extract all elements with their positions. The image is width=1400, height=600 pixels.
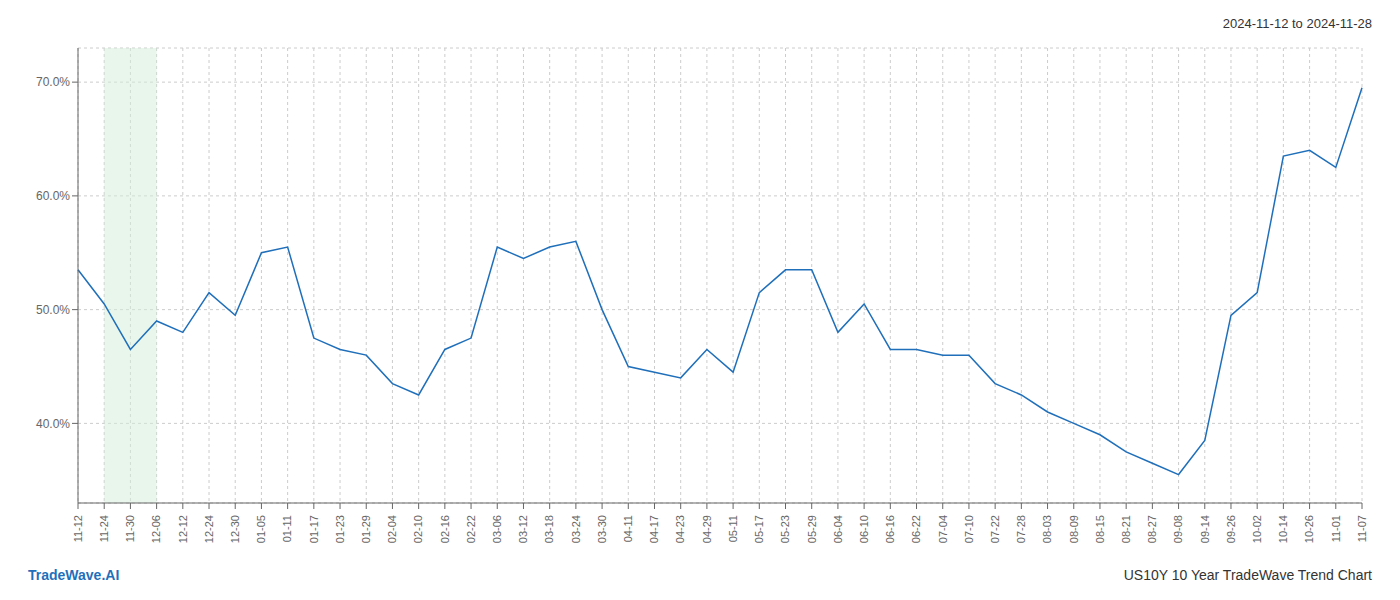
svg-text:08-15: 08-15: [1094, 515, 1106, 543]
svg-text:03-12: 03-12: [517, 515, 529, 543]
svg-text:08-03: 08-03: [1041, 515, 1053, 543]
svg-text:04-29: 04-29: [701, 515, 713, 543]
svg-text:02-10: 02-10: [412, 515, 424, 543]
svg-text:07-28: 07-28: [1015, 515, 1027, 543]
svg-text:10-26: 10-26: [1303, 515, 1315, 543]
svg-text:05-29: 05-29: [806, 515, 818, 543]
svg-text:05-17: 05-17: [753, 515, 765, 543]
svg-text:07-22: 07-22: [989, 515, 1001, 543]
svg-text:08-27: 08-27: [1146, 515, 1158, 543]
svg-text:11-01: 11-01: [1330, 515, 1342, 542]
html-text:US10Y 10 Year TradeWave Trend: US10Y 10 Year TradeWave Trend Chart: [1123, 567, 1372, 583]
svg-text:03-06: 03-06: [491, 515, 503, 543]
svg-text:10-02: 10-02: [1251, 515, 1263, 543]
svg-text:01-05: 01-05: [255, 515, 267, 543]
svg-text:10-14: 10-14: [1277, 515, 1289, 543]
svg-text:40.0%: 40.0%: [36, 417, 70, 431]
svg-text:08-21: 08-21: [1120, 515, 1132, 543]
svg-text:02-16: 02-16: [439, 515, 451, 543]
svg-text:05-11: 05-11: [727, 515, 739, 542]
svg-text:08-09: 08-09: [1068, 515, 1080, 543]
svg-text:06-16: 06-16: [884, 515, 896, 543]
svg-text:11-12: 11-12: [72, 515, 84, 542]
svg-text:11-07: 11-07: [1356, 515, 1368, 542]
svg-text:70.0%: 70.0%: [36, 75, 70, 89]
svg-text:09-26: 09-26: [1225, 515, 1237, 543]
svg-text:01-29: 01-29: [360, 515, 372, 543]
svg-text:04-23: 04-23: [675, 515, 687, 543]
svg-text:01-23: 01-23: [334, 515, 346, 543]
svg-text:12-06: 12-06: [150, 515, 162, 543]
svg-text:03-30: 03-30: [596, 515, 608, 543]
svg-text:06-10: 06-10: [858, 515, 870, 543]
svg-text:12-24: 12-24: [203, 515, 215, 543]
svg-text:01-11: 01-11: [281, 515, 293, 542]
svg-text:03-18: 03-18: [543, 515, 555, 543]
svg-text:11-24: 11-24: [98, 515, 110, 542]
svg-text:12-12: 12-12: [177, 515, 189, 543]
svg-text:60.0%: 60.0%: [36, 189, 70, 203]
html-text:2024-11-12 to 2024-11-28: 2024-11-12 to 2024-11-28: [1222, 15, 1372, 31]
svg-text:04-11: 04-11: [622, 515, 634, 542]
html-text:TradeWave.AI: TradeWave.AI: [28, 567, 120, 583]
svg-text:06-22: 06-22: [910, 515, 922, 543]
svg-text:12-30: 12-30: [229, 515, 241, 543]
svg-text:02-04: 02-04: [386, 515, 398, 543]
svg-text:09-14: 09-14: [1199, 515, 1211, 543]
svg-text:04-17: 04-17: [648, 515, 660, 543]
svg-text:05-23: 05-23: [779, 515, 791, 543]
svg-text:06-04: 06-04: [832, 515, 844, 543]
svg-text:03-24: 03-24: [570, 515, 582, 543]
svg-text:07-10: 07-10: [963, 515, 975, 543]
svg-text:07-04: 07-04: [937, 515, 949, 543]
svg-text:50.0%: 50.0%: [36, 303, 70, 317]
svg-text:01-17: 01-17: [308, 515, 320, 543]
svg-text:11-30: 11-30: [124, 515, 136, 542]
svg-text:09-08: 09-08: [1172, 515, 1184, 543]
svg-text:02-22: 02-22: [465, 515, 477, 543]
